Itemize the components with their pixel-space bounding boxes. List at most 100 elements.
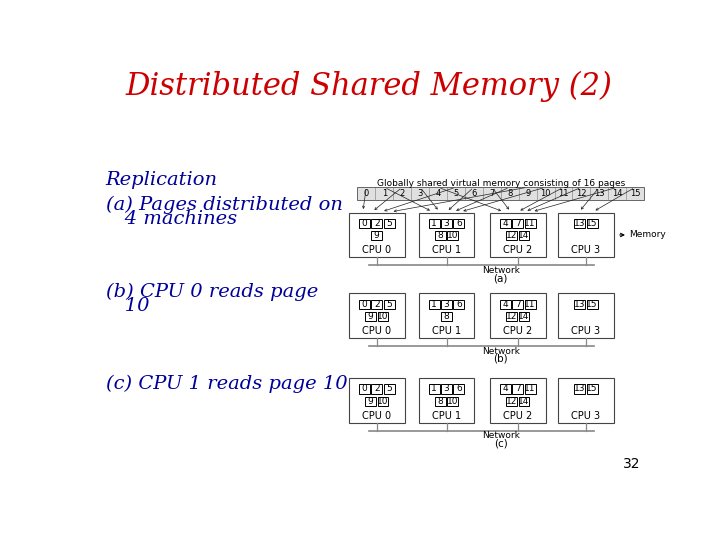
Text: 10: 10 (377, 312, 389, 321)
Bar (357, 187, 644, 200)
Text: 3: 3 (444, 300, 449, 309)
Text: 5: 5 (386, 300, 392, 309)
Text: CPU 0: CPU 0 (362, 326, 391, 336)
Bar (525, 384, 536, 394)
Text: 9: 9 (368, 312, 374, 321)
Text: 13: 13 (574, 384, 585, 394)
Text: 14: 14 (518, 312, 530, 321)
Bar (518, 231, 529, 240)
Bar (365, 312, 376, 321)
Bar (372, 219, 382, 228)
Text: 7: 7 (489, 189, 495, 198)
Text: CPU 3: CPU 3 (572, 326, 600, 336)
Bar (518, 312, 529, 321)
Text: 13: 13 (574, 219, 585, 228)
Text: Network: Network (482, 266, 520, 275)
Text: 9: 9 (525, 189, 530, 198)
Text: 4: 4 (503, 219, 508, 228)
Text: 15: 15 (587, 219, 598, 228)
Text: 0: 0 (364, 189, 369, 198)
Bar (441, 219, 452, 228)
Text: 5: 5 (386, 384, 392, 394)
Bar (587, 384, 598, 394)
Text: 9: 9 (368, 397, 374, 406)
Bar (506, 231, 517, 240)
Text: 3: 3 (444, 384, 449, 394)
Bar (490, 213, 546, 257)
Text: CPU 2: CPU 2 (503, 411, 532, 421)
Text: CPU 1: CPU 1 (432, 245, 461, 255)
Text: 12: 12 (506, 231, 517, 240)
Text: 5: 5 (454, 189, 459, 198)
Bar (349, 378, 405, 423)
Bar (490, 378, 546, 423)
Text: CPU 2: CPU 2 (503, 326, 532, 336)
Text: 10: 10 (377, 397, 389, 406)
Bar (372, 231, 382, 240)
Text: 8: 8 (444, 312, 449, 321)
Text: 7: 7 (515, 219, 521, 228)
Text: 8: 8 (438, 231, 444, 240)
Text: 1: 1 (431, 384, 437, 394)
Text: 15: 15 (587, 300, 598, 309)
Text: 0: 0 (361, 300, 367, 309)
Text: 4 machines: 4 machines (106, 210, 237, 228)
Text: (b): (b) (493, 354, 508, 364)
Bar (513, 300, 523, 309)
Text: 2: 2 (374, 384, 379, 394)
Text: 5: 5 (386, 219, 392, 228)
Bar (349, 293, 405, 338)
Bar (587, 300, 598, 309)
Text: CPU 2: CPU 2 (503, 245, 532, 255)
Text: Network: Network (482, 431, 520, 441)
Text: 12: 12 (506, 397, 517, 406)
Text: Memory: Memory (629, 231, 666, 239)
Bar (418, 213, 474, 257)
Bar (525, 300, 536, 309)
Text: 7: 7 (515, 384, 521, 394)
Text: 4: 4 (503, 384, 508, 394)
Text: 6: 6 (456, 219, 462, 228)
Text: 0: 0 (361, 219, 367, 228)
Bar (349, 213, 405, 257)
Text: CPU 1: CPU 1 (432, 326, 461, 336)
Text: 4: 4 (436, 189, 441, 198)
Bar (384, 219, 395, 228)
Text: 8: 8 (438, 397, 444, 406)
Bar (359, 384, 370, 394)
Bar (558, 378, 614, 423)
Text: 11: 11 (524, 219, 536, 228)
Bar (428, 219, 439, 228)
Text: 10: 10 (106, 297, 149, 315)
Bar (428, 384, 439, 394)
Bar (435, 397, 446, 406)
Text: 3: 3 (444, 219, 449, 228)
Text: (a) Pages distributed on: (a) Pages distributed on (106, 196, 343, 214)
Text: 10: 10 (447, 397, 459, 406)
Bar (372, 300, 382, 309)
Text: Globally shared virtual memory consisting of 16 pages: Globally shared virtual memory consistin… (377, 179, 625, 188)
Text: 0: 0 (361, 384, 367, 394)
Bar (377, 312, 388, 321)
Text: 1: 1 (382, 189, 387, 198)
Text: 12: 12 (576, 189, 587, 198)
Bar (377, 397, 388, 406)
Bar (575, 300, 585, 309)
Text: Distributed Shared Memory (2): Distributed Shared Memory (2) (125, 71, 613, 102)
Bar (418, 378, 474, 423)
Bar (558, 293, 614, 338)
Bar (372, 384, 382, 394)
Text: 12: 12 (506, 312, 517, 321)
Bar (513, 384, 523, 394)
Bar (441, 312, 452, 321)
Text: (c) CPU 1 reads page 10: (c) CPU 1 reads page 10 (106, 375, 347, 394)
Bar (454, 219, 464, 228)
Text: 7: 7 (515, 300, 521, 309)
Text: 3: 3 (418, 189, 423, 198)
Text: Replication: Replication (106, 171, 217, 190)
Text: 6: 6 (471, 189, 477, 198)
Text: 2: 2 (374, 219, 379, 228)
Text: 4: 4 (503, 300, 508, 309)
Bar (558, 213, 614, 257)
Bar (384, 384, 395, 394)
